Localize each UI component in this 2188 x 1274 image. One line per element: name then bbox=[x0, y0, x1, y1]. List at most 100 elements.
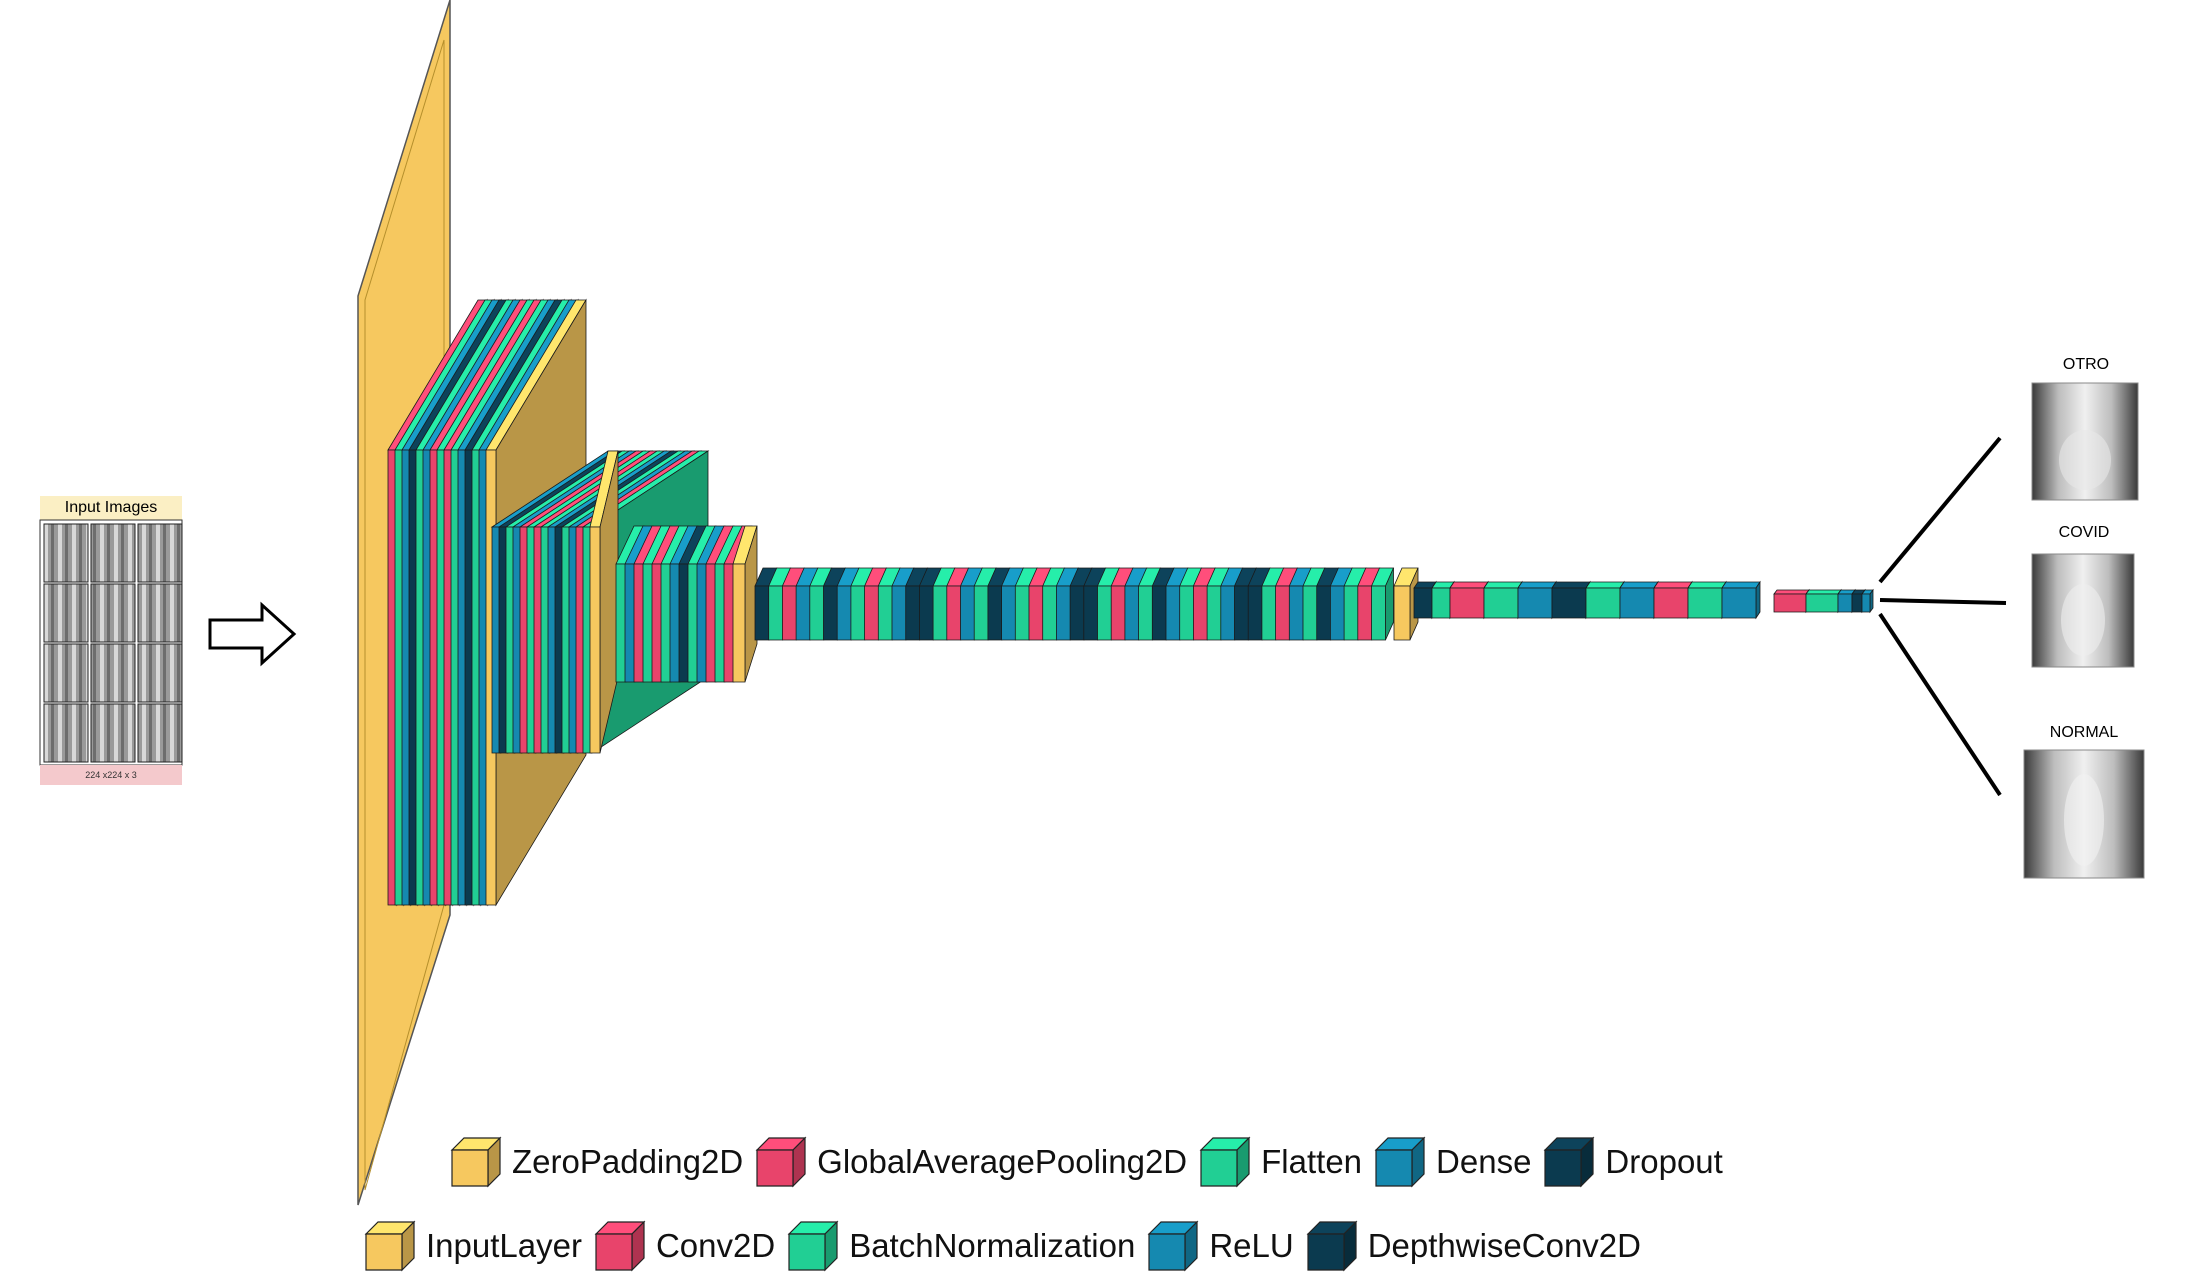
stage4-layer-front bbox=[1124, 585, 1140, 641]
legend-row-1: ZeroPadding2D GlobalAveragePooling2D Flatt… bbox=[448, 1134, 1733, 1190]
stage4-layer-front bbox=[973, 585, 989, 641]
stage3-layer-front bbox=[714, 563, 726, 683]
stage4-layer-front bbox=[1193, 585, 1208, 641]
legend-item-depthwiseconv2d: DepthwiseConv2D bbox=[1304, 1218, 1641, 1274]
stage4-layer-front bbox=[1316, 585, 1332, 641]
legend-cube-icon bbox=[364, 1220, 416, 1272]
xray-thumbnail bbox=[90, 523, 136, 583]
stage6-layer-front bbox=[1851, 593, 1863, 613]
stage4-layer-front bbox=[987, 585, 1003, 641]
stage5-layer-front bbox=[1449, 587, 1485, 619]
stage4-layer-front bbox=[877, 585, 893, 641]
stage5-layer-top bbox=[1517, 581, 1557, 589]
xray-thumbnail bbox=[90, 583, 136, 643]
legend-cube-icon bbox=[755, 1136, 807, 1188]
stage6-layer-front bbox=[1805, 593, 1839, 613]
output-image-otro bbox=[2031, 382, 2139, 501]
output-label-otro: OTRO bbox=[2062, 356, 2110, 373]
stage4-layer-front bbox=[823, 585, 838, 641]
stage4-layer-front bbox=[1014, 585, 1030, 641]
legend-cube-icon bbox=[1147, 1220, 1199, 1272]
stage5-layer bbox=[1551, 580, 1591, 620]
stage5-layer-front bbox=[1619, 587, 1655, 619]
stage3-padding bbox=[732, 525, 758, 683]
stage3-layer-front bbox=[696, 563, 708, 683]
stage3-layer-front bbox=[624, 563, 636, 683]
stage6-layer-top bbox=[1805, 589, 1842, 595]
stage4-layer-front bbox=[1343, 585, 1359, 641]
legend-label: Conv2D bbox=[655, 1227, 776, 1264]
stage3-layer-front bbox=[705, 563, 717, 683]
legend-cube-icon bbox=[1374, 1136, 1426, 1188]
stage4-layer-front bbox=[1220, 585, 1236, 641]
stage6-layer-top bbox=[1773, 589, 1810, 595]
stage6-layer-front bbox=[1861, 593, 1871, 613]
legend-label: Dense bbox=[1436, 1143, 1532, 1180]
input-images-title: Input Images bbox=[64, 499, 158, 516]
legend-cube-icon bbox=[1199, 1136, 1251, 1188]
stage5-layer bbox=[1517, 580, 1557, 620]
xray-thumbnail-grid bbox=[43, 523, 183, 763]
legend-item-batchnormalization: BatchNormalization bbox=[785, 1218, 1135, 1274]
stage4-layer-front bbox=[1247, 585, 1263, 641]
legend-label: DepthwiseConv2D bbox=[1367, 1227, 1641, 1264]
stage4-layer-front bbox=[919, 585, 934, 641]
legend-item-dense: Dense bbox=[1372, 1134, 1531, 1190]
stage6-layer bbox=[1861, 588, 1874, 614]
stage5-layer bbox=[1585, 580, 1625, 620]
input-arrow-icon bbox=[208, 601, 297, 667]
legend-cube-icon bbox=[450, 1136, 502, 1188]
stage4-layer-front bbox=[1165, 585, 1181, 641]
xray-thumbnail bbox=[43, 583, 89, 643]
stage5-layer bbox=[1721, 580, 1761, 620]
stage3-layer-front bbox=[669, 563, 681, 683]
stage4-layer-front bbox=[809, 585, 825, 641]
xray-thumbnail bbox=[137, 643, 183, 703]
stage4-layer-front bbox=[1069, 585, 1085, 641]
stage5-layer bbox=[1483, 580, 1523, 620]
legend-label: GlobalAveragePooling2D bbox=[817, 1143, 1188, 1180]
stage3-layer-front bbox=[660, 563, 672, 683]
stage4-layer-front bbox=[1357, 585, 1373, 641]
output-image-normal bbox=[2023, 749, 2145, 879]
legend-label: Dropout bbox=[1605, 1143, 1723, 1180]
stage4-layer-front bbox=[1371, 585, 1386, 641]
stage5-layer-top bbox=[1551, 581, 1591, 589]
stage5-layer-front bbox=[1585, 587, 1621, 619]
stage4-layer-front bbox=[1261, 585, 1277, 641]
stage5-layer-front bbox=[1653, 587, 1689, 619]
stage5-layer-front bbox=[1413, 587, 1433, 619]
stage4-layer-front bbox=[1330, 585, 1345, 641]
legend-cube-icon bbox=[1543, 1136, 1595, 1188]
stage2-padding bbox=[589, 450, 619, 754]
xray-thumbnail bbox=[43, 523, 89, 583]
legend-label: InputLayer bbox=[426, 1227, 582, 1264]
input-size-bg bbox=[40, 765, 182, 785]
legend-item-conv2d: Conv2D bbox=[592, 1218, 775, 1274]
stage4-layer-front bbox=[768, 585, 784, 641]
stage4-layer-front bbox=[1179, 585, 1195, 641]
stage4-layer-front bbox=[1056, 585, 1071, 641]
stage2-padding-front bbox=[589, 526, 601, 754]
stage3-layer-front bbox=[651, 563, 663, 683]
stage4-layer-front bbox=[864, 585, 879, 641]
stage4-layer-front bbox=[1083, 585, 1099, 641]
stage5-layer-top bbox=[1687, 581, 1727, 589]
stage6-layer bbox=[1773, 588, 1810, 614]
output-label-covid: COVID bbox=[2058, 524, 2110, 541]
layer-blocks bbox=[387, 298, 1874, 907]
stage5-layer-front bbox=[1483, 587, 1519, 619]
stage3-layer-front bbox=[678, 563, 690, 683]
stage4-layer-front bbox=[1151, 585, 1167, 641]
output-connectors bbox=[1878, 436, 2007, 797]
input-title-bg bbox=[40, 496, 182, 520]
stage3-layer-front bbox=[687, 563, 699, 683]
xray-thumbnail bbox=[137, 703, 183, 763]
stage4-layer-front bbox=[1234, 585, 1249, 641]
legend-item-globalaveragepooling2d: GlobalAveragePooling2D bbox=[753, 1134, 1187, 1190]
stage6-layer-front bbox=[1837, 593, 1853, 613]
stage4-layer-front bbox=[1110, 585, 1126, 641]
legend-label: ZeroPadding2D bbox=[512, 1143, 744, 1180]
input-images-panel bbox=[39, 496, 183, 785]
